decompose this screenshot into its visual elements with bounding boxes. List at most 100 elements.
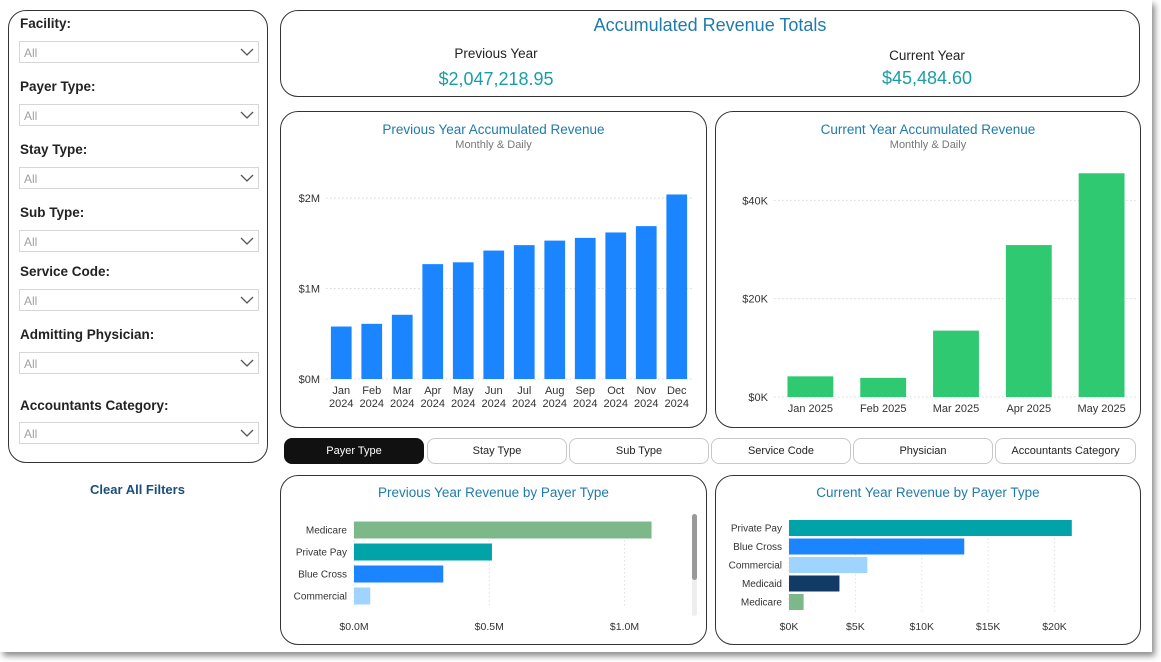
previous-year-payer-chart-card: Previous Year Revenue by Payer Type $0.0… [280,475,707,645]
filter-select-payer-type[interactable]: All [19,104,259,126]
x-tick-label: Dec [667,385,687,397]
y-tick-label: $2M [299,193,320,205]
x-tick-year-label: 2024 [604,398,628,410]
x-tick-label: Apr [424,385,441,397]
bar-jan [330,326,352,379]
x-tick-label: $1.0M [610,621,639,633]
x-tick-label: $20K [1042,621,1067,633]
tab-sub-type[interactable]: Sub Type [569,438,709,464]
x-tick-label: Jul [517,385,531,397]
bar-jul [513,245,535,379]
x-tick-label: $15K [976,621,1001,633]
x-tick-year-label: 2024 [360,398,384,410]
current-year-label: Current Year [889,48,965,63]
scrollbar-thumb[interactable] [692,514,697,580]
previous-year-bar-chart: $0M$1M$2MJan2024Feb2024Mar2024Apr2024May… [299,193,692,410]
bar-sep [574,237,596,379]
previous-year-revenue-chart-card: Previous Year Accumulated Revenue Monthl… [280,111,707,428]
x-tick-year-label: 2024 [512,398,536,410]
bar-apr-2025 [1005,245,1052,397]
filter-select-value: All [24,235,38,249]
bar-aug [544,240,566,379]
filter-label-stay-type: Stay Type: [20,142,88,157]
previous-year-payer-bar-chart: $0.0M $0.5M $1.0M Medicare Private Pay Blue C… [294,521,652,633]
filter-select-stay-type[interactable]: All [19,167,259,189]
tab-physician[interactable]: Physician [853,438,993,464]
chart-title: Current Year Accumulated Revenue [820,122,1036,137]
bar-medicare [789,594,804,610]
bar-private-pay [354,543,492,561]
x-tick-label: Feb [362,385,381,397]
y-tick-label: $40K [742,195,768,207]
clear-all-filters-button[interactable]: Clear All Filters [90,482,185,497]
y-tick-label: $0M [299,374,320,386]
bar-feb-2025 [860,377,907,397]
bar-medicaid [789,575,840,592]
x-tick-year-label: 2024 [451,398,475,410]
x-tick-year-label: 2024 [543,398,567,410]
filter-select-accountants-category[interactable]: All [19,422,259,444]
x-tick-label: $10K [910,621,935,633]
filter-label-admitting-physician: Admitting Physician: [20,327,155,342]
bar-mar [391,314,413,379]
filter-label-sub-type: Sub Type: [20,205,85,220]
x-tick-label: Jan 2025 [788,403,833,415]
bar-blue-cross [789,538,965,555]
x-tick-year-label: 2024 [329,398,353,410]
previous-year-value: $2,047,218.95 [438,69,554,89]
bar-blue-cross [354,565,444,583]
x-tick-label: May 2025 [1077,403,1125,415]
tab-service-code[interactable]: Service Code [711,438,851,464]
bar-mar-2025 [933,330,979,397]
chevron-down-icon[interactable] [240,356,254,370]
accumulated-revenue-totals-card: Accumulated Revenue Totals Previous Year… [280,10,1140,97]
filter-label-service-code: Service Code: [20,264,111,279]
category-label: Commercial [729,561,782,572]
filter-select-admitting-physician[interactable]: All [19,352,259,374]
filter-select-service-code[interactable]: All [19,289,259,311]
chevron-down-icon[interactable] [240,293,254,307]
category-label: Medicaid [742,579,782,590]
bar-medicare [354,521,652,539]
filter-select-sub-type[interactable]: All [19,230,259,252]
current-year-payer-bar-chart: $0K $5K $10K $15K $20K Private Pay Blue Cross C… [729,520,1072,633]
bar-commercial [789,557,868,573]
x-tick-label: Oct [607,385,624,397]
y-tick-label: $20K [742,294,768,306]
tab-payer-type[interactable]: Payer Type [284,438,424,464]
chevron-down-icon[interactable] [240,234,254,248]
x-tick-label: Apr 2025 [1006,403,1051,415]
bar-oct [605,232,627,379]
current-year-value: $45,484.60 [881,68,973,88]
filter-select-value: All [24,109,38,123]
y-tick-label: $1M [299,284,320,296]
bar-apr [422,264,444,379]
filter-select-value: All [24,294,38,308]
x-tick-label: Jan [332,385,350,397]
x-tick-year-label: 2024 [665,398,689,410]
chart-subtitle: Monthly & Daily [889,139,967,151]
x-tick-label: $0K [780,621,799,633]
filter-label-facility: Facility: [20,16,72,31]
bar-may [452,262,474,379]
chevron-down-icon[interactable] [240,108,254,122]
tab-stay-type[interactable]: Stay Type [427,438,567,464]
tab-accountants-category[interactable]: Accountants Category [995,438,1136,464]
bar-nov [635,226,657,379]
chevron-down-icon[interactable] [240,426,254,440]
category-label: Private Pay [731,524,782,535]
x-tick-label: May [453,385,474,397]
x-tick-year-label: 2024 [390,398,414,410]
filter-select-value: All [24,172,38,186]
filter-label-payer-type: Payer Type: [20,79,96,94]
x-tick-label: Nov [636,385,656,397]
chart-title: Current Year Revenue by Payer Type [816,485,1040,500]
filter-select-facility[interactable]: All [19,41,259,63]
chevron-down-icon[interactable] [240,45,254,59]
chart-subtitle: Monthly & Daily [455,139,532,151]
filter-label-accountants-category: Accountants Category: [20,398,169,413]
y-tick-label: $0K [748,392,768,404]
category-label: Blue Cross [298,570,347,581]
bar-dec [666,194,688,379]
chevron-down-icon[interactable] [240,171,254,185]
